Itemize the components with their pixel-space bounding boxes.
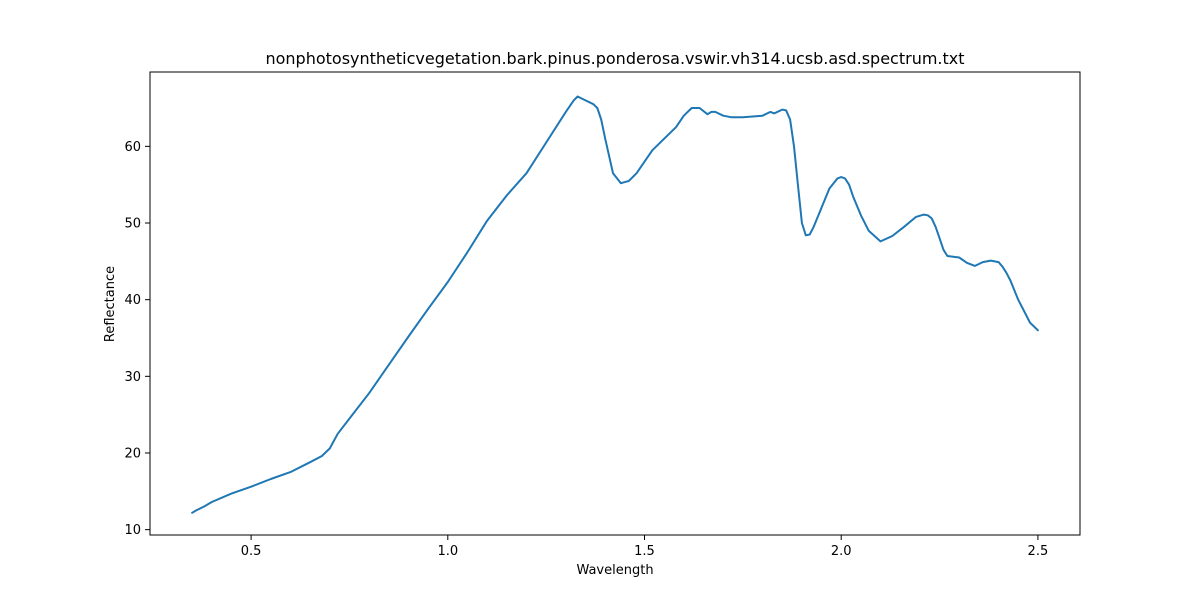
- x-tick-label: 2.5: [1028, 544, 1049, 559]
- x-tick-label: 1.5: [634, 544, 655, 559]
- series-layer: [191, 95, 1039, 514]
- y-tick-label: 50: [124, 217, 141, 232]
- y-tick-label: 20: [124, 446, 141, 461]
- chart-title: nonphotosyntheticvegetation.bark.pinus.p…: [265, 49, 964, 68]
- y-tick-label: 30: [124, 370, 141, 385]
- x-tick-label: 1.0: [437, 544, 458, 559]
- y-tick-label: 10: [124, 523, 141, 538]
- x-tick-label: 0.5: [241, 544, 262, 559]
- y-tick-label: 40: [124, 293, 141, 308]
- y-axis: 10 20 30 40 50 60: [124, 140, 150, 538]
- reflectance-series-line: [191, 95, 1039, 514]
- plot-frame: [149, 71, 1081, 536]
- x-axis: 0.5 1.0 1.5 2.0 2.5: [241, 535, 1048, 559]
- y-tick-label: 60: [124, 140, 141, 155]
- x-tick-label: 2.0: [831, 544, 852, 559]
- y-axis-label: Reflectance: [103, 266, 118, 342]
- x-axis-label: Wavelength: [576, 563, 653, 578]
